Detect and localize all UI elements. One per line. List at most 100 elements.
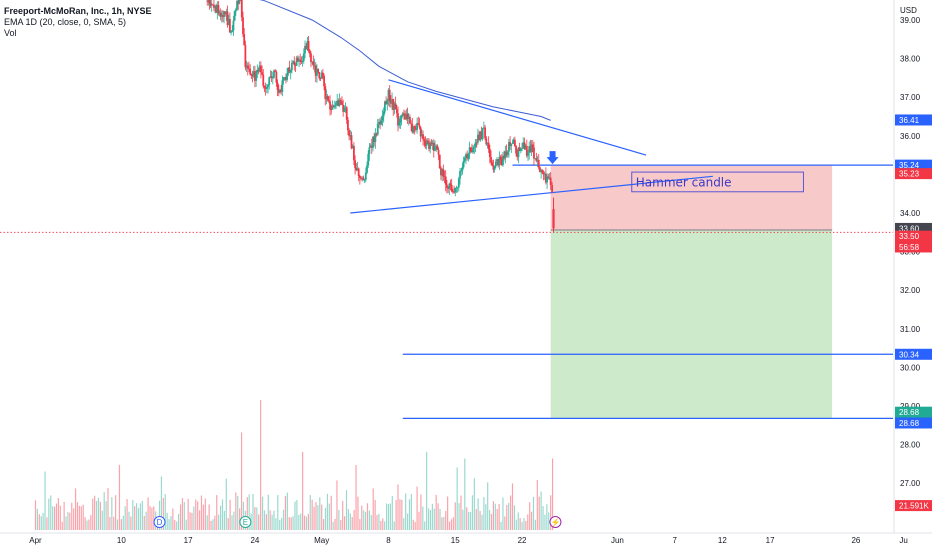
volume-bar bbox=[202, 504, 205, 530]
position-zones[interactable] bbox=[550, 165, 833, 419]
candle-body bbox=[264, 87, 267, 89]
volume-bar bbox=[538, 496, 540, 530]
volume-bar bbox=[267, 494, 269, 530]
volume-bar bbox=[309, 495, 311, 530]
volume-bar bbox=[410, 493, 412, 530]
volume-bar bbox=[179, 504, 182, 530]
volume-bar bbox=[78, 505, 80, 530]
drawing-lines[interactable] bbox=[0, 79, 893, 420]
volume-bar bbox=[97, 497, 100, 530]
volume-bar bbox=[338, 509, 340, 530]
candle-body bbox=[500, 159, 503, 166]
volume-bar bbox=[258, 514, 260, 530]
volume-bar bbox=[361, 505, 363, 530]
volume-bar bbox=[126, 499, 128, 530]
stop-loss-zone bbox=[550, 165, 833, 230]
candle-body bbox=[311, 61, 314, 63]
volume-bar bbox=[468, 511, 470, 530]
x-tick-label: 24 bbox=[250, 536, 259, 545]
candle-body bbox=[288, 67, 291, 73]
candle-body bbox=[325, 95, 328, 100]
candle-body bbox=[257, 69, 260, 72]
candle-body bbox=[492, 165, 495, 170]
volume-bar bbox=[536, 479, 538, 530]
candle-body bbox=[317, 68, 320, 73]
annotation-layer[interactable]: Hammer candle bbox=[546, 151, 804, 193]
candle-body bbox=[366, 165, 368, 173]
price-badge-label: 21.591K bbox=[899, 502, 929, 511]
price-badge bbox=[895, 159, 932, 171]
candle-body bbox=[426, 140, 429, 143]
volume-bar bbox=[317, 505, 319, 530]
candle-body bbox=[428, 142, 430, 149]
volume-bar bbox=[456, 467, 458, 530]
event-markers[interactable]: D E ⚡ bbox=[153, 516, 562, 528]
volume-bar bbox=[546, 504, 548, 530]
volume-bar bbox=[422, 506, 424, 530]
volume-bar bbox=[321, 504, 323, 530]
volume-bar bbox=[408, 499, 411, 530]
volume-indicator-label[interactable]: Vol bbox=[4, 28, 17, 38]
candle-body bbox=[448, 183, 451, 189]
candle-body bbox=[530, 144, 533, 153]
volume-bar bbox=[534, 519, 536, 530]
candle-body bbox=[407, 117, 410, 119]
volume-bar bbox=[487, 482, 489, 530]
candle-body bbox=[481, 128, 484, 139]
volume-bar bbox=[303, 515, 306, 530]
candle-body bbox=[410, 123, 413, 125]
volume-bar bbox=[172, 508, 174, 530]
candle-body bbox=[283, 77, 286, 78]
candle-body bbox=[335, 102, 337, 106]
ema-indicator-label[interactable]: EMA 1D (20, close, 0, SMA, 5) bbox=[4, 17, 127, 27]
candle-body bbox=[437, 149, 440, 155]
candle-body bbox=[444, 176, 447, 185]
volume-bar bbox=[164, 494, 166, 530]
chart-legend[interactable]: Freeport-McMoRan, Inc., 1h, NYSE EMA 1D … bbox=[4, 6, 152, 39]
volume-bar bbox=[435, 494, 437, 530]
x-tick-label: 26 bbox=[851, 536, 860, 545]
volume-bar bbox=[181, 498, 184, 530]
candle-body bbox=[498, 156, 501, 166]
y-tick-label: 39.00 bbox=[900, 16, 921, 25]
trendline-ascending-support bbox=[350, 175, 713, 214]
price-badge bbox=[895, 500, 932, 512]
candle-body bbox=[275, 71, 278, 83]
volume-bar bbox=[153, 506, 155, 530]
volume-bar bbox=[292, 516, 294, 530]
x-tick-label: 10 bbox=[117, 536, 126, 545]
volume-bar bbox=[139, 503, 142, 530]
candle-body bbox=[412, 126, 415, 133]
symbol-title[interactable]: Freeport-McMoRan, Inc., 1h, NYSE bbox=[4, 6, 152, 16]
volume-bar bbox=[231, 515, 233, 530]
candle-body bbox=[469, 147, 472, 151]
volume-bar bbox=[69, 512, 71, 530]
volume-bar bbox=[120, 519, 122, 530]
ema-1d-line bbox=[259, 0, 551, 121]
candle-body bbox=[533, 147, 535, 159]
candle-body bbox=[446, 184, 448, 188]
candle-body bbox=[364, 172, 367, 180]
candle-body bbox=[210, 4, 213, 6]
volume-bar bbox=[502, 497, 504, 530]
time-axis[interactable]: Apr 10 17 24 May 8 15 22 Jun 7 12 17 26 Ju bbox=[29, 536, 908, 545]
volume-bar bbox=[447, 496, 449, 530]
x-tick-label: Ju bbox=[899, 536, 907, 545]
candle-body bbox=[518, 147, 521, 151]
candle-body bbox=[273, 70, 275, 78]
candle-body bbox=[535, 158, 538, 161]
candle-body bbox=[250, 74, 253, 76]
candle-body bbox=[542, 172, 545, 175]
volume-bar bbox=[345, 490, 348, 530]
candle-body bbox=[238, 0, 241, 4]
candle-body bbox=[537, 159, 540, 168]
volume-bar bbox=[187, 498, 189, 530]
candle-body bbox=[329, 101, 331, 110]
candle-body bbox=[248, 68, 250, 70]
event-marker-label: D bbox=[157, 518, 163, 527]
candle-body bbox=[546, 176, 548, 183]
volume-bar bbox=[494, 503, 496, 530]
candle-body bbox=[453, 191, 455, 193]
volume-bar bbox=[544, 514, 546, 530]
